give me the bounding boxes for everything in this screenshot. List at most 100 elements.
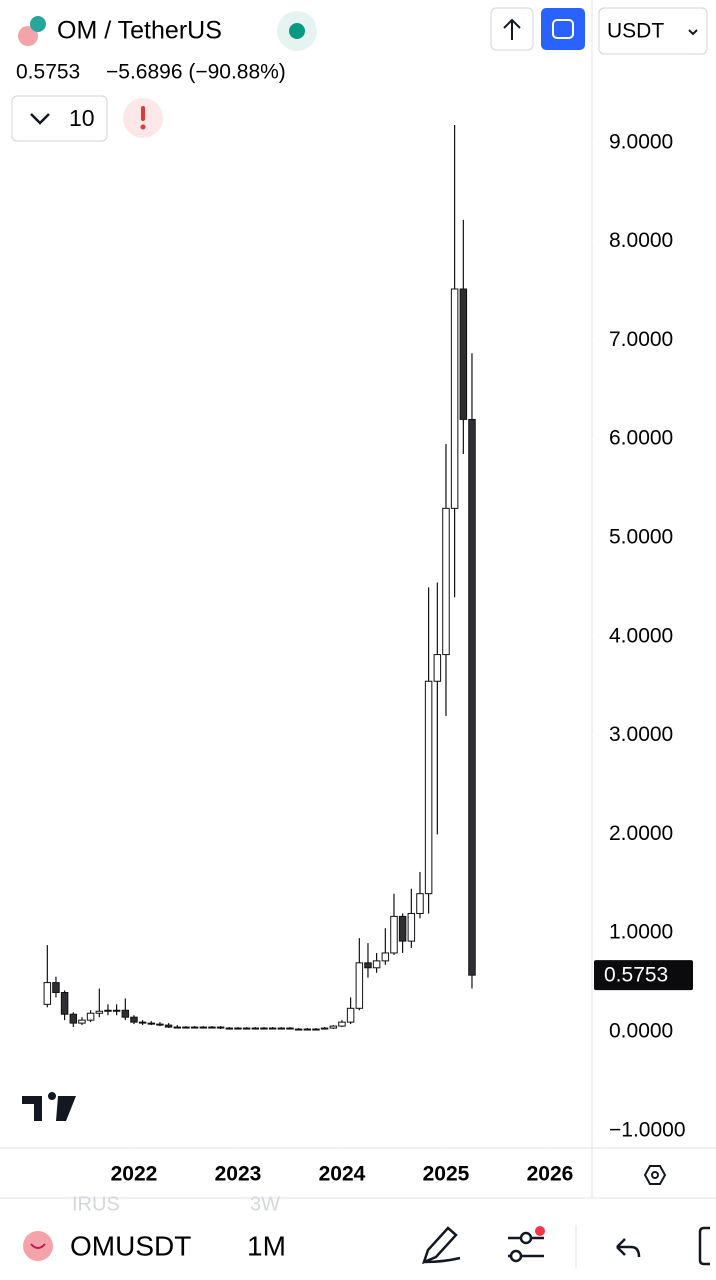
y-tick-label: 6.0000 [609, 427, 673, 450]
candle-body [182, 1026, 190, 1029]
candle-body [173, 1026, 182, 1029]
candle-body [138, 1021, 147, 1024]
candle-body [312, 1028, 320, 1031]
coin-icon [30, 1243, 46, 1249]
more-icon[interactable] [698, 1226, 710, 1266]
candle-body [372, 960, 381, 969]
candle-body [60, 991, 69, 1015]
candle-body [355, 962, 364, 1009]
symbol-title[interactable]: OM / TetherUS [57, 17, 222, 45]
price-change: −5.6896 (−90.88%) [106, 61, 286, 84]
fullscreen-button[interactable] [541, 8, 585, 50]
candle-body [199, 1026, 208, 1029]
y-tick-label: 0.0000 [609, 1020, 673, 1043]
last-price-badge [594, 960, 693, 991]
candle-body [251, 1027, 260, 1030]
last-price: 0.5753 [16, 61, 80, 84]
axes: −1.0000 0.0000 1.0000 2.0000 3.0000 4.0000 5.0… [111, 130, 693, 1186]
candle-body [78, 1019, 86, 1024]
currency-select[interactable] [598, 7, 708, 55]
candle-body [381, 952, 390, 962]
settings-icon[interactable] [643, 1165, 667, 1185]
y-tick-label: 3.0000 [609, 723, 673, 746]
coin-icon [23, 1231, 53, 1261]
candle-body [346, 1007, 355, 1023]
bottom-symbol[interactable]: OMUSDT [70, 1230, 191, 1261]
candle-body [286, 1027, 294, 1030]
candle-body [390, 915, 398, 954]
y-tick-label: 7.0000 [609, 328, 673, 351]
candle-body [130, 1016, 138, 1023]
y-tick-label: 8.0000 [609, 229, 673, 252]
candle-body [407, 912, 416, 942]
tradingview-logo [22, 1092, 76, 1121]
candle-body [468, 418, 476, 976]
candle-body [208, 1026, 216, 1029]
x-tick-label: 2024 [319, 1163, 366, 1186]
fullscreen-icon [552, 19, 574, 39]
candle-body [242, 1027, 251, 1030]
y-tick-label: 2.0000 [609, 822, 673, 845]
candle-body [234, 1027, 242, 1030]
x-tick-label: 2022 [111, 1163, 158, 1186]
settings-icon [651, 1171, 659, 1179]
candle-body [147, 1022, 156, 1025]
candle-body [52, 982, 60, 993]
candle-body [260, 1027, 268, 1030]
candle-body [225, 1027, 234, 1030]
candle-body [450, 288, 459, 509]
ghost-text: 3W [250, 1193, 280, 1215]
candle-body [364, 962, 372, 969]
candle-body [338, 1021, 346, 1027]
candle-body [424, 680, 433, 895]
ghost-text: IRUS [72, 1193, 120, 1215]
candle-body [303, 1028, 312, 1031]
bottom-interval[interactable]: 1M [247, 1230, 286, 1261]
market-status-dot [289, 23, 305, 39]
arrow-up-icon [503, 18, 521, 40]
indicators-icon [519, 1231, 533, 1245]
candle-body [121, 1009, 130, 1018]
exchange-icon [30, 16, 46, 32]
y-tick-label: 4.0000 [609, 624, 673, 647]
undo-icon[interactable] [616, 1238, 641, 1258]
candle-body [268, 1027, 277, 1030]
candle-body [164, 1024, 173, 1028]
draw-icon[interactable] [421, 1226, 461, 1265]
candle-body [433, 654, 442, 682]
candle-body [416, 893, 424, 914]
y-tick-label: 1.0000 [609, 921, 673, 944]
warning-icon [141, 106, 145, 121]
indicators-icon [509, 1249, 523, 1263]
candle-body [112, 1009, 121, 1012]
candle-body [156, 1023, 164, 1026]
indicators-toggle[interactable] [11, 95, 108, 142]
x-tick-label: 2026 [527, 1163, 574, 1186]
candle-body [69, 1013, 78, 1024]
candle-body [43, 982, 52, 1005]
candle-body [190, 1026, 199, 1029]
warning-icon [140, 124, 146, 130]
candle-body [398, 915, 407, 942]
chart-plot [43, 124, 476, 1031]
candle-body [459, 288, 468, 420]
indicator-count: 10 [69, 105, 95, 131]
candle-body [95, 1010, 104, 1014]
candle-body [277, 1027, 286, 1030]
y-tick-label: 9.0000 [609, 130, 673, 153]
y-tick-label: −1.0000 [609, 1118, 686, 1141]
candle-body [86, 1012, 95, 1021]
candle-body [216, 1026, 225, 1029]
candle-body [442, 507, 450, 656]
x-tick-label: 2025 [423, 1163, 470, 1186]
last-price-label: 0.5753 [604, 964, 668, 987]
currency-label: USDT [607, 20, 664, 43]
chevron-icon [30, 113, 50, 125]
chevron-icon [688, 29, 698, 36]
notification-dot [535, 1226, 545, 1236]
y-tick-label: 5.0000 [609, 526, 673, 549]
candle-body [329, 1025, 338, 1029]
candle-body [104, 1009, 112, 1012]
coin-icon [18, 26, 38, 46]
